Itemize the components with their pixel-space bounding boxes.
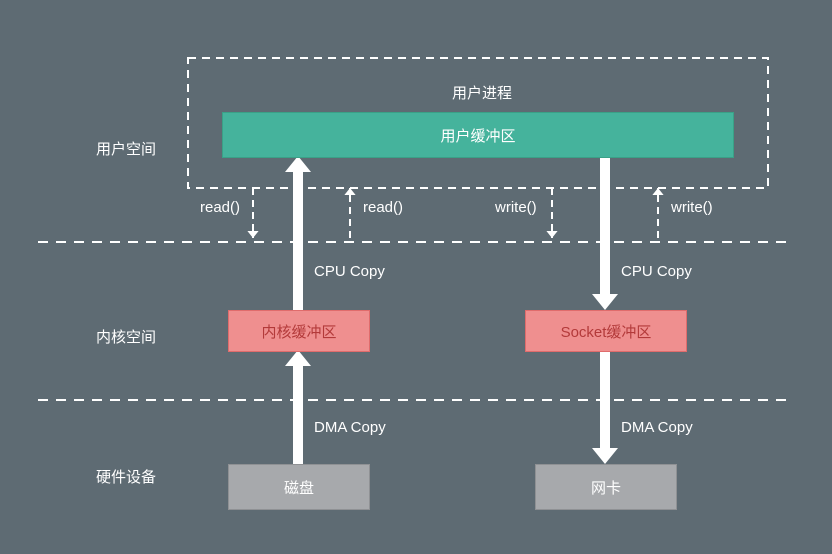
label-write-up: write() (671, 199, 713, 216)
box-kernel-buffer: 内核缓冲区 (228, 310, 370, 352)
diagram-canvas: 用户空间 内核空间 硬件设备 用户进程 用户缓冲区 内核缓冲区 Socket缓冲… (0, 0, 832, 554)
label-user-space: 用户空间 (96, 138, 156, 159)
label-user-process: 用户进程 (452, 82, 512, 103)
box-disk: 磁盘 (228, 464, 370, 510)
label-dma-copy-left: DMA Copy (314, 419, 386, 436)
box-user-buffer: 用户缓冲区 (222, 112, 734, 158)
label-kernel-space: 内核空间 (96, 326, 156, 347)
label-hardware: 硬件设备 (96, 466, 156, 487)
label-read-down: read() (200, 199, 240, 216)
box-socket-buffer: Socket缓冲区 (525, 310, 687, 352)
label-cpu-copy-left: CPU Copy (314, 263, 385, 280)
label-cpu-copy-right: CPU Copy (621, 263, 692, 280)
label-read-up: read() (363, 199, 403, 216)
box-nic: 网卡 (535, 464, 677, 510)
label-write-down: write() (495, 199, 537, 216)
label-dma-copy-right: DMA Copy (621, 419, 693, 436)
